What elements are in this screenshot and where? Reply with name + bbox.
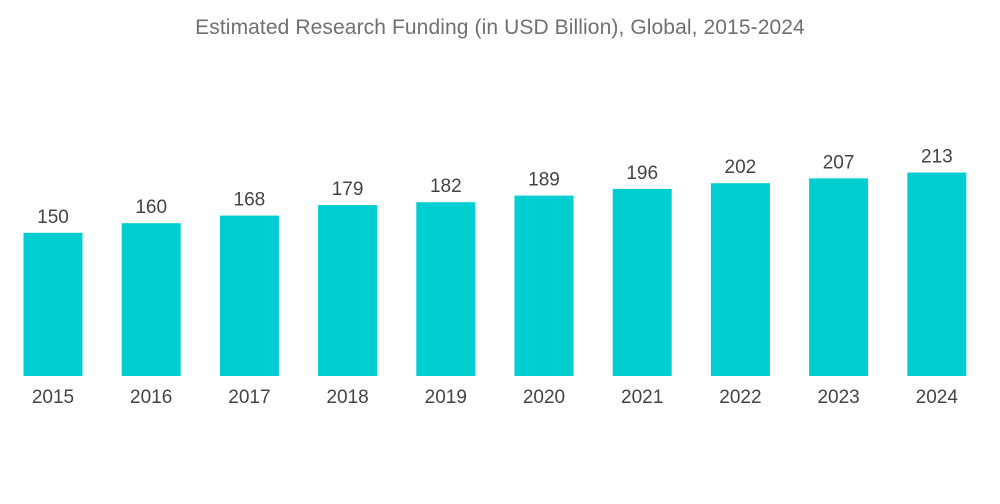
bar-2017 [219,215,279,376]
bar-2024 [907,172,967,376]
bar-2022 [710,183,770,376]
value-labels-group: 150 160 168 179 182 189 196 202 207 213 [37,147,953,228]
x-tick-label-2020: 2020 [523,387,565,408]
bar-2016 [121,223,181,376]
value-label-2022: 202 [725,157,757,178]
value-label-2015: 150 [37,207,69,228]
value-label-2023: 207 [823,152,855,173]
x-tick-label-2015: 2015 [32,387,74,408]
bar-2023 [809,178,869,376]
bars-group [23,172,967,376]
x-tick-label-2016: 2016 [130,387,172,408]
value-label-2016: 160 [135,197,167,218]
x-tick-label-2018: 2018 [326,387,368,408]
x-axis-ticks: 2015 2016 2017 2018 2019 2020 2021 2022 2023 2024 [32,387,959,408]
value-label-2021: 196 [626,163,658,184]
value-label-2017: 168 [234,190,266,211]
x-tick-label-2021: 2021 [621,387,663,408]
x-tick-label-2023: 2023 [817,387,859,408]
value-label-2024: 213 [921,147,953,168]
value-label-2020: 189 [528,170,560,191]
value-label-2019: 182 [430,176,462,197]
bar-2019 [416,202,476,376]
chart-title: Estimated Research Funding (in USD Billi… [195,16,805,39]
bar-2015 [23,232,83,376]
bar-2020 [514,195,574,376]
x-tick-label-2017: 2017 [228,387,270,408]
bar-2021 [612,188,672,376]
value-label-2018: 179 [332,179,364,200]
x-tick-label-2019: 2019 [425,387,467,408]
x-tick-label-2024: 2024 [916,387,959,408]
x-tick-label-2022: 2022 [719,387,761,408]
bar-2018 [318,205,378,376]
